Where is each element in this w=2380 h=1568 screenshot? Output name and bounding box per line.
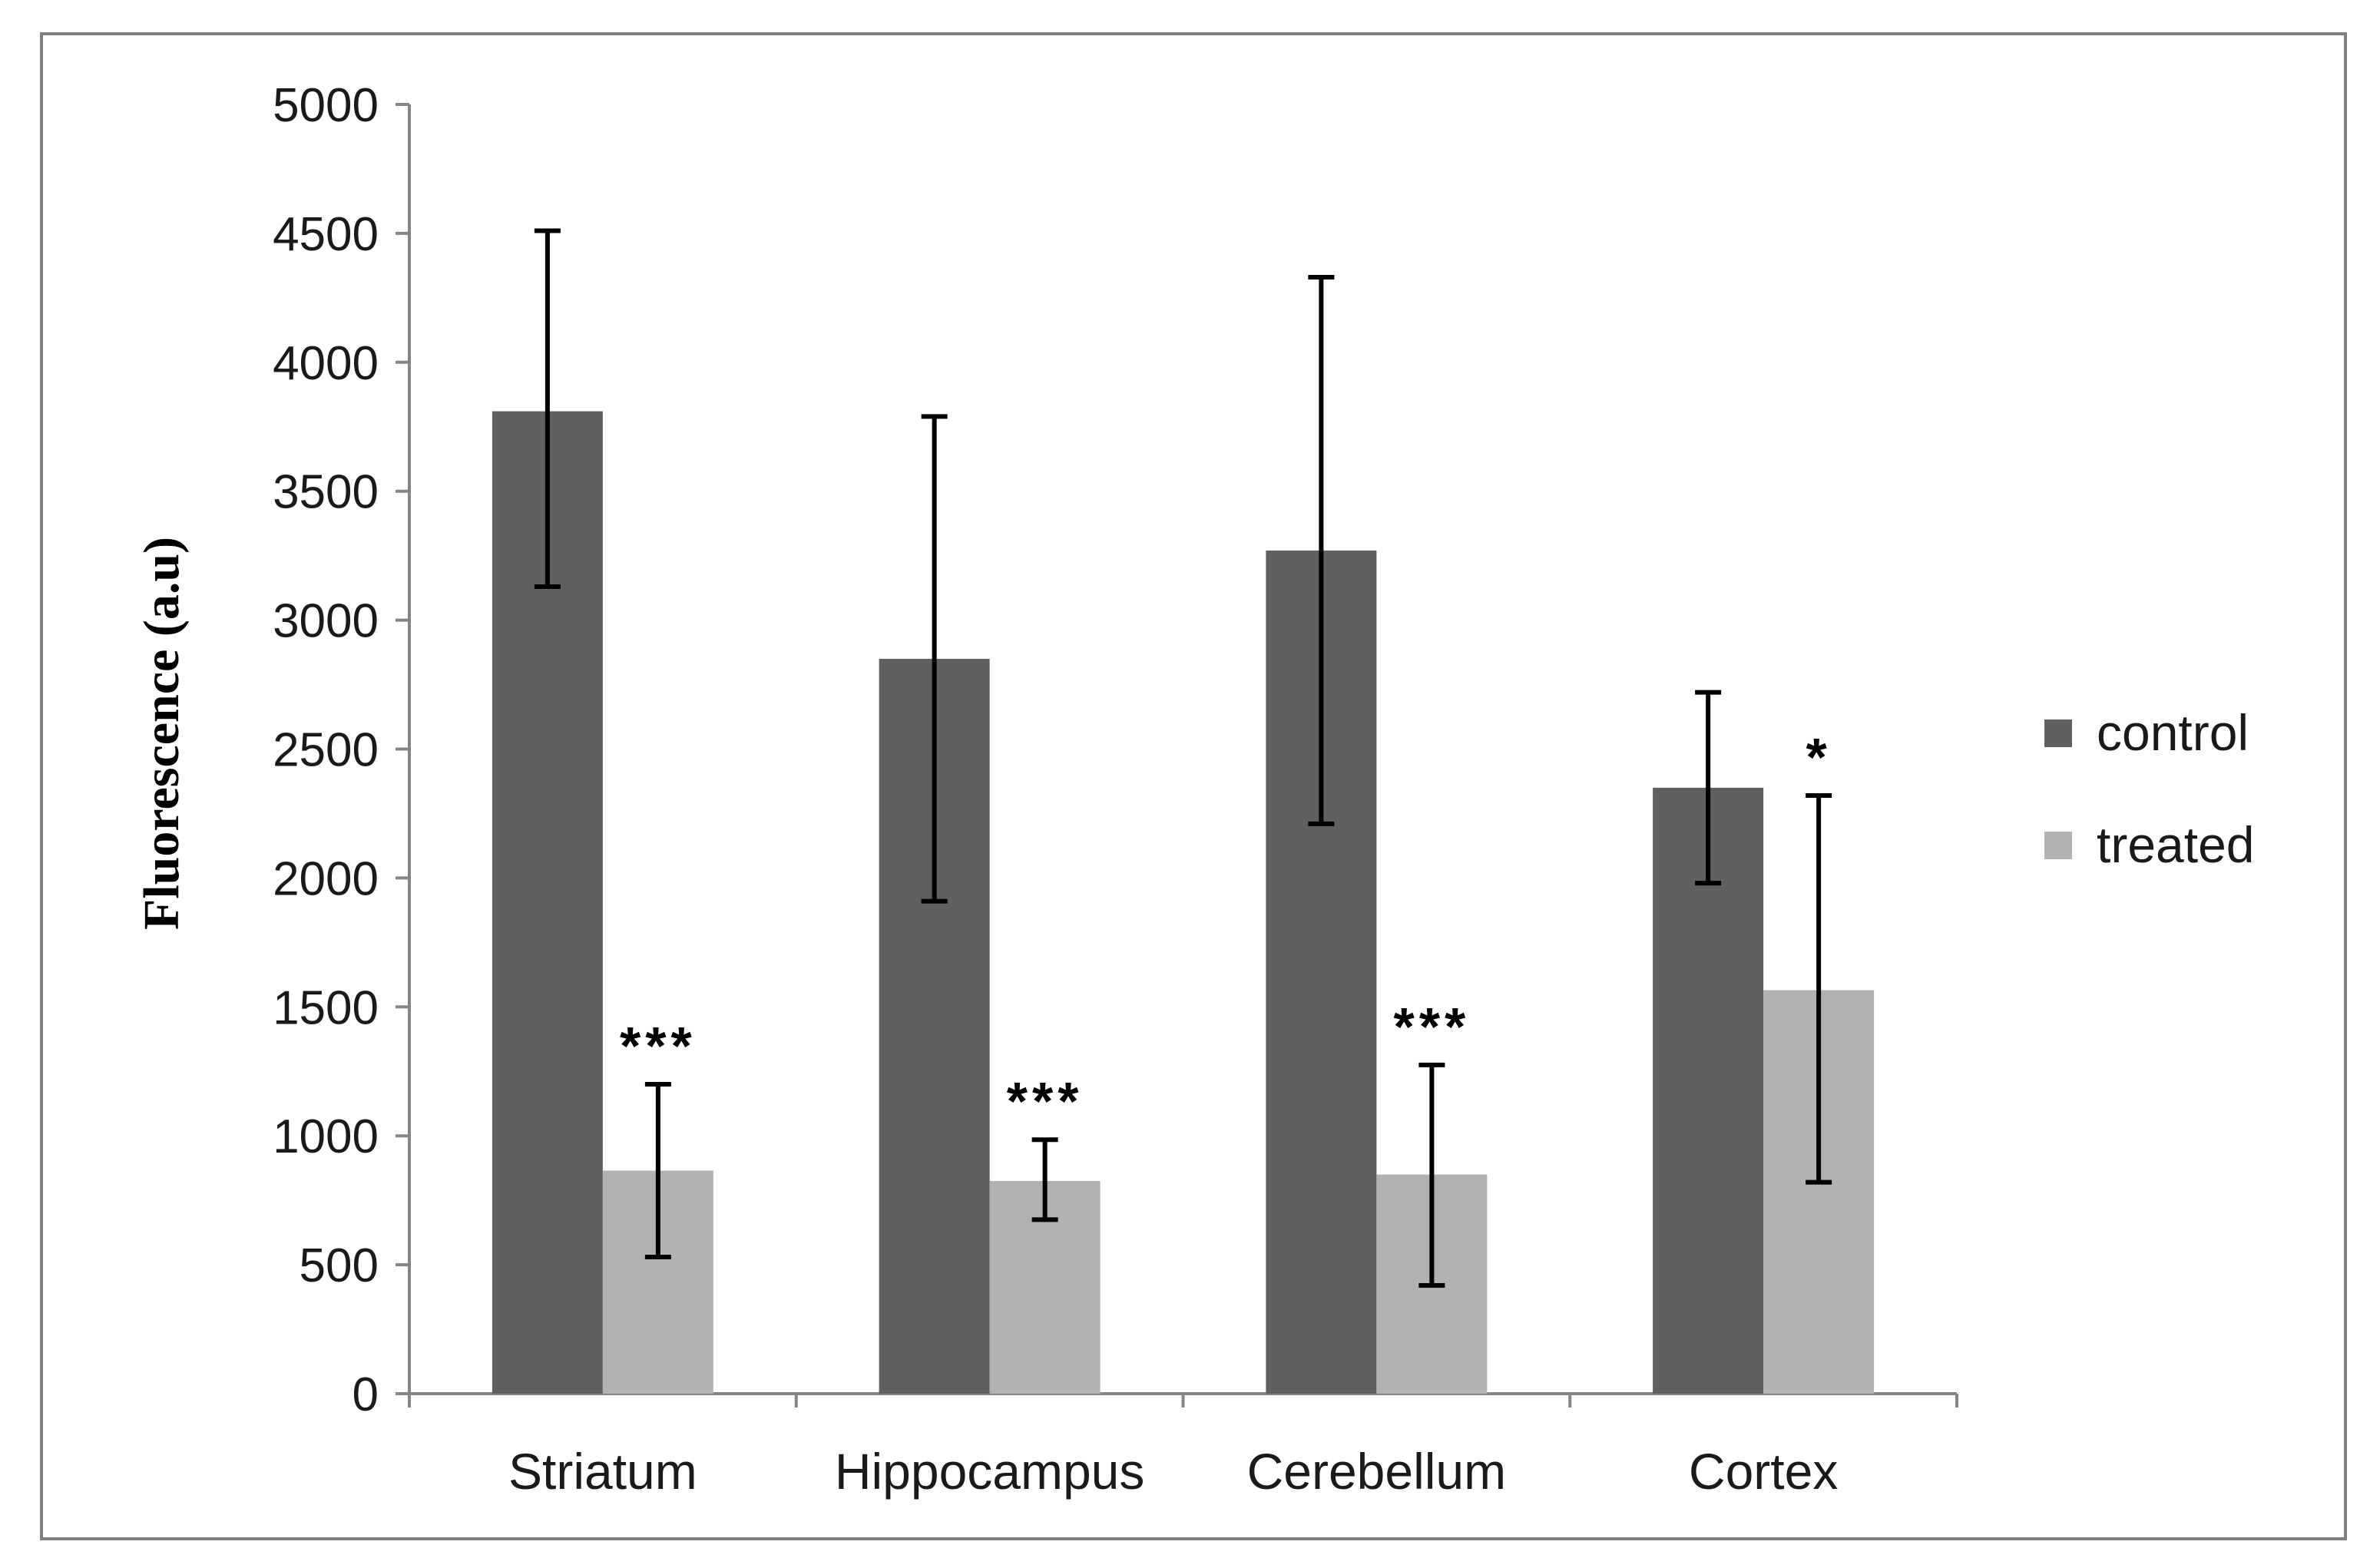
error-bars	[534, 228, 1832, 1288]
y-tick-label: 5000	[273, 79, 379, 132]
legend-label-control: control	[2097, 704, 2249, 761]
x-tick-label: Striatum	[508, 1443, 697, 1500]
y-axis-title: Fluorescence (a.u)	[134, 537, 190, 930]
y-tick-label: 3500	[273, 466, 379, 519]
y-tick-label: 2000	[273, 852, 379, 905]
legend-label-treated: treated	[2097, 816, 2254, 873]
bars	[492, 411, 1875, 1394]
legend-swatch-control	[2044, 719, 2072, 747]
significance-annotations: **********	[620, 727, 1832, 1131]
y-tick-label: 1500	[273, 981, 379, 1034]
y-tick-label: 0	[353, 1368, 379, 1421]
x-tick-label: Cortex	[1689, 1443, 1838, 1500]
x-tick-label: Cerebellum	[1247, 1443, 1506, 1500]
y-tick-label: 1000	[273, 1110, 379, 1163]
legend-swatch-treated	[2044, 832, 2072, 859]
legend: control treated	[2044, 704, 2254, 873]
significance-marker: ***	[1007, 1071, 1084, 1131]
bar-control	[1653, 787, 1764, 1394]
y-tick-label: 2500	[273, 724, 379, 777]
significance-marker: *	[1806, 727, 1832, 787]
significance-marker: ***	[1394, 997, 1471, 1057]
y-tick-label: 500	[300, 1239, 379, 1292]
y-tick-labels: 0 500 1000 1500 2000 2500 3000 3500 4000 4500 5000	[273, 79, 379, 1421]
y-tick-label: 4000	[273, 337, 379, 390]
chart-border	[40, 32, 2347, 1540]
significance-marker: ***	[620, 1016, 697, 1076]
x-tick-label: Hippocampus	[835, 1443, 1145, 1500]
y-tick-label: 3000	[273, 595, 379, 648]
y-tick-label: 4500	[273, 208, 379, 261]
x-tick-labels: Striatum Hippocampus Cerebellum Cortex	[508, 1443, 1838, 1500]
